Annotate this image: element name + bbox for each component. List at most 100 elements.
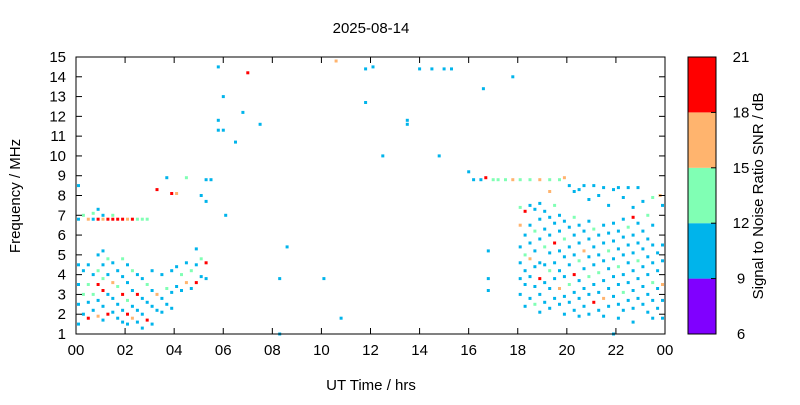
data-point [548,233,552,237]
data-point [86,283,90,286]
data-point [582,304,586,308]
data-point [562,219,566,223]
data-point [651,223,655,227]
data-point [582,287,586,290]
data-point [607,231,611,235]
data-point [631,233,635,237]
data-point [567,300,571,304]
data-point [106,217,110,221]
data-point [116,269,120,273]
data-point [130,217,134,221]
data-point [170,269,174,273]
data-point [533,207,537,211]
data-point [145,300,149,304]
data-point [175,265,179,269]
data-point [661,298,664,302]
data-point [651,243,655,247]
data-point [577,241,581,245]
colorbar-tick-label: 15 [733,160,750,177]
data-point [587,255,591,259]
data-point [597,253,601,257]
data-point [285,245,289,249]
data-point [538,292,542,296]
data-point [572,253,576,257]
x-tick-label: 08 [264,342,281,359]
data-point [121,257,125,261]
data-point [562,255,566,259]
data-point [661,316,664,320]
data-point [204,199,208,203]
data-point [126,281,129,285]
data-point [405,118,409,122]
data-point [636,277,640,281]
y-tick-label: 4 [58,267,66,284]
data-point [548,178,552,182]
data-point [553,296,557,300]
y-tick-label: 10 [49,148,66,165]
colorbar-tick-label: 6 [737,326,745,343]
x-tick-label: 22 [608,342,625,359]
data-point [533,265,537,269]
data-point [101,213,105,217]
data-point [656,269,660,273]
data-point [616,186,620,190]
data-point [612,188,615,192]
data-point [77,263,80,267]
data-point [523,283,527,286]
data-point [582,229,586,233]
data-point [81,213,85,217]
data-point [165,302,169,306]
data-point [160,296,164,300]
data-point [636,186,640,190]
data-point [484,176,488,180]
y-tick-label: 6 [58,227,66,244]
data-point [86,300,90,304]
data-point [472,178,476,182]
y-tick-label: 7 [58,207,66,224]
data-point [184,261,188,265]
data-point [170,306,174,310]
data-point [582,249,586,253]
data-point [140,326,144,330]
x-tick-label: 12 [362,342,379,359]
data-point [548,251,552,255]
data-point [548,269,552,273]
data-point [194,247,198,251]
data-point [160,273,164,277]
data-point [538,217,542,221]
data-point [636,296,640,300]
plot-marks [77,59,664,336]
data-point [199,194,203,197]
data-point [467,170,471,174]
data-point [189,287,193,290]
data-point [528,223,532,227]
data-point [548,306,552,310]
data-point [204,178,208,182]
data-point [364,101,368,104]
data-point [616,247,620,251]
data-point [612,275,615,279]
colorbar-tick-label: 12 [733,215,750,232]
data-point [130,289,134,292]
data-point [241,110,245,114]
data-point [631,289,635,292]
data-point [518,245,522,249]
data-point [621,273,625,277]
data-point [339,316,343,320]
data-point [631,205,635,209]
data-point [553,277,557,281]
data-point [96,283,100,286]
data-point [121,275,125,279]
data-point [116,302,120,306]
x-tick-label: 20 [558,342,575,359]
data-point [631,215,635,219]
data-point [224,213,228,217]
data-point [523,304,527,308]
data-point [165,287,169,290]
data-point [77,322,80,326]
data-point [558,302,561,306]
data-point [278,277,282,281]
data-point [553,261,557,265]
data-point [486,277,490,281]
data-point [661,243,664,247]
